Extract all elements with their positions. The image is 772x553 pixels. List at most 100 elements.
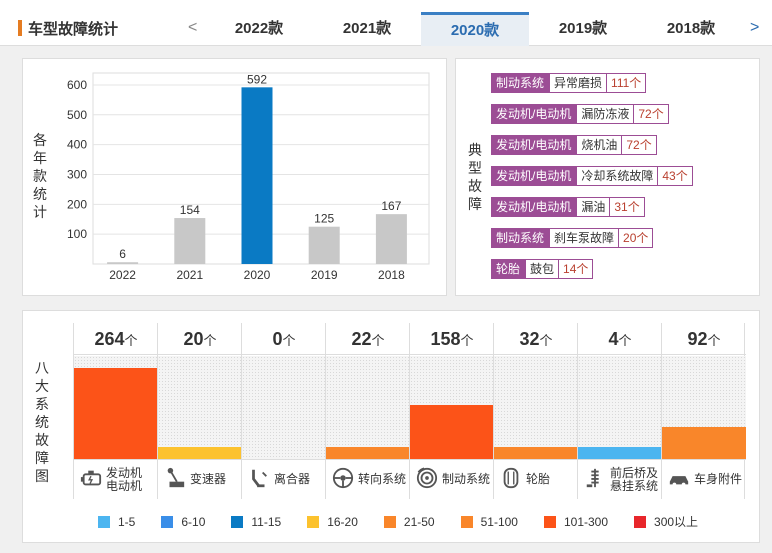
fault-count: 31个 — [609, 197, 645, 217]
tab-2022款[interactable]: 2022款 — [234, 20, 284, 37]
fault-tag[interactable]: 制动系统 刹车泵故障 20个 — [491, 228, 693, 248]
legend-label: 6-10 — [181, 514, 206, 529]
vertical-char: 大 — [35, 378, 49, 394]
system-bar-area — [74, 356, 158, 459]
system-bar-area — [410, 356, 494, 459]
x-tick-label: 2020 — [244, 268, 271, 282]
system-column[interactable]: 4个前后桥及 悬挂系统 — [577, 323, 662, 499]
system-label: 变速器 — [158, 459, 242, 499]
vertical-char: 型 — [468, 160, 482, 176]
legend-swatch — [161, 515, 174, 528]
fault-tag[interactable]: 轮胎 鼓包 14个 — [491, 259, 693, 279]
bar-2020[interactable] — [241, 87, 273, 264]
system-label: 发动机 电动机 — [74, 459, 158, 499]
system-name-line: 发动机 — [106, 465, 143, 480]
system-count: 20个 — [158, 323, 242, 355]
bar-value-label: 592 — [247, 72, 267, 86]
fault-tag[interactable]: 发动机/电动机 冷却系统故障 43个 — [491, 166, 693, 186]
gear-shift-icon — [164, 467, 190, 492]
legend-item: 16-20 — [307, 513, 358, 530]
typical-fault-list: 制动系统 异常磨损 111个 发动机/电动机 漏防冻液 72个 发动机/电动机 烧机油 72个发… — [491, 73, 693, 290]
tab-2021款[interactable]: 2021款 — [342, 20, 392, 37]
legend-label: 11-15 — [251, 514, 282, 529]
next-arrow-icon[interactable]: > — [750, 19, 760, 36]
vertical-char: 年 — [33, 150, 47, 166]
system-name-line: 轮胎 — [526, 472, 551, 486]
tab-2018款[interactable]: 2018款 — [666, 20, 716, 37]
legend-label: 1-5 — [118, 514, 136, 529]
bar-value-label: 167 — [381, 199, 401, 213]
bar-2019[interactable] — [308, 226, 340, 264]
chart-vertical-label: 各年款统计 — [31, 131, 49, 221]
fault-tag[interactable]: 发动机/电动机 漏防冻液 72个 — [491, 104, 693, 124]
system-column[interactable]: 20个变速器 — [157, 323, 242, 499]
system-name-line: 变速器 — [190, 472, 227, 486]
system-count: 4个 — [578, 323, 662, 355]
system-name: 前后桥及 悬挂系统 — [610, 466, 658, 493]
system-column[interactable]: 0个离合器 — [241, 323, 326, 499]
vertical-char: 故 — [35, 432, 49, 448]
legend-swatch — [460, 515, 473, 528]
system-count: 0个 — [242, 323, 326, 355]
vertical-char: 图 — [35, 468, 49, 484]
year-tabs: 2022款 2021款 2020款 2019款 2018款 — [205, 12, 745, 46]
fault-tag[interactable]: 制动系统 异常磨损 111个 — [491, 73, 693, 93]
system-bar-area — [662, 356, 746, 459]
fault-count: 72个 — [633, 104, 669, 124]
bar-2022[interactable] — [107, 262, 139, 264]
system-column[interactable]: 92个 车身附件 — [661, 323, 746, 499]
legend-swatch — [307, 515, 320, 528]
suspension-icon — [584, 467, 610, 492]
yearly-bar-chart: 100 200 300 400 500 600 6 2022 154 2021 592 2020 125… — [23, 59, 448, 297]
system-count-value: 158 — [430, 329, 461, 349]
legend-item: 300以上 — [634, 513, 698, 530]
legend-item: 51-100 — [460, 513, 518, 530]
systems-panel: 八大系统故障图 264个 发动机 电动机 20个 变速器 0个 离合器 22个 转向系统 158个… — [22, 310, 760, 543]
system-column[interactable]: 22个 转向系统 — [325, 323, 410, 499]
fault-tag[interactable]: 发动机/电动机 烧机油 72个 — [491, 135, 693, 155]
bar-value-label: 125 — [314, 212, 334, 226]
system-count-unit: 个 — [371, 333, 385, 348]
fault-tag[interactable]: 发动机/电动机 漏油 31个 — [491, 197, 693, 217]
prev-arrow-icon[interactable]: < — [188, 19, 198, 36]
system-column[interactable]: 158个 制动系统 — [409, 323, 494, 499]
legend-item: 6-10 — [161, 513, 205, 530]
system-bar — [662, 427, 746, 459]
tab-2020款[interactable]: 2020款 — [421, 12, 529, 46]
system-count-value: 20 — [183, 329, 204, 349]
system-label: 离合器 — [242, 459, 326, 499]
system-count-unit: 个 — [282, 333, 296, 348]
system-count-value: 264 — [94, 329, 125, 349]
x-tick-label: 2022 — [109, 268, 136, 282]
system-name-line: 电动机 — [106, 478, 143, 493]
system-column[interactable]: 264个发动机 电动机 — [73, 323, 158, 499]
bar-2021[interactable] — [174, 218, 206, 264]
legend-label: 300以上 — [654, 515, 699, 529]
y-tick-label: 100 — [67, 227, 87, 241]
legend-label: 101-300 — [563, 514, 609, 529]
fault-count: 43个 — [657, 166, 693, 186]
bar-2018[interactable] — [375, 214, 407, 264]
brake-disc-icon — [416, 467, 442, 492]
system-bar — [158, 447, 242, 459]
legend-label: 51-100 — [480, 514, 518, 529]
system-column[interactable]: 32个 轮胎 — [493, 323, 578, 499]
engine-icon — [80, 467, 106, 492]
system-count-value: 4 — [608, 329, 619, 349]
legend-swatch — [231, 515, 244, 528]
y-tick-label: 400 — [67, 138, 87, 152]
vertical-char: 故 — [468, 178, 482, 194]
system-bar-area — [158, 356, 242, 459]
tab-2019款[interactable]: 2019款 — [558, 20, 608, 37]
system-count: 92个 — [662, 323, 746, 355]
legend-item: 101-300 — [543, 513, 609, 530]
fault-system: 发动机/电动机 — [491, 197, 577, 217]
systems-vertical-label: 八大系统故障图 — [33, 359, 51, 485]
system-count-unit: 个 — [124, 333, 138, 348]
legend-swatch — [543, 515, 556, 528]
system-count: 264个 — [74, 323, 158, 355]
header-bar: 车型故障统计 < 2022款 2021款 2020款 2019款 2018款 > — [0, 0, 772, 46]
fault-name: 异常磨损 — [549, 73, 607, 93]
fault-count: 72个 — [621, 135, 657, 155]
system-bar — [494, 447, 578, 459]
